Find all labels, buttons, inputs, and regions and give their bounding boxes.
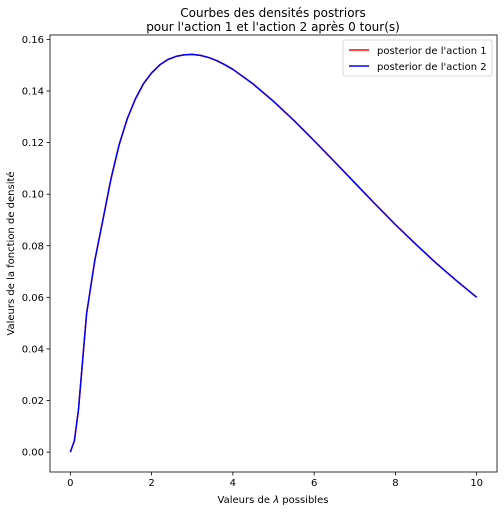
chart-title-line-2: pour l'action 1 et l'action 2 après 0 to… <box>146 20 400 34</box>
y-tick-label: 0.06 <box>22 293 44 304</box>
plot-area <box>49 34 498 473</box>
x-axis-label-suffix: possibles <box>279 495 328 506</box>
y-tick-label: 0.12 <box>22 138 44 149</box>
y-tick-label: 0.16 <box>22 35 44 46</box>
x-tick-label: 10 <box>470 478 483 489</box>
y-tick-label: 0.02 <box>22 396 44 407</box>
legend: posterior de l'action 1 posterior de l'a… <box>342 39 493 77</box>
y-tick-label: 0.10 <box>22 190 44 201</box>
y-tick-label: 0.14 <box>22 86 44 97</box>
x-axis: 0 2 4 6 8 10 <box>67 472 483 489</box>
x-axis-label-symbol: λ <box>272 495 279 506</box>
x-tick-label: 4 <box>230 478 236 489</box>
y-axis-label: Valeurs de la fonction de densité <box>5 171 17 335</box>
x-tick-label: 6 <box>311 478 317 489</box>
x-axis-label-prefix: Valeurs de <box>218 495 274 506</box>
x-axis-label: Valeurs de λ possibles <box>218 495 329 506</box>
legend-box <box>342 39 493 77</box>
chart-title-line-1: Courbes des densités postriors <box>180 6 365 20</box>
y-tick-label: 0.08 <box>22 241 44 252</box>
x-tick-label: 0 <box>67 478 73 489</box>
series-line-action-2 <box>69 53 478 453</box>
y-axis: 0.00 0.02 0.04 0.06 0.08 0.10 0.12 0.14 0.16 <box>22 35 50 459</box>
y-tick-label: 0.00 <box>22 448 44 459</box>
plot-frame <box>49 34 498 473</box>
legend-label-action-2: posterior de l'action 2 <box>377 62 487 73</box>
legend-label-action-1: posterior de l'action 1 <box>377 46 487 57</box>
x-tick-label: 2 <box>148 478 154 489</box>
series-layer <box>69 53 478 453</box>
y-tick-label: 0.04 <box>22 344 44 355</box>
x-tick-label: 8 <box>392 478 398 489</box>
